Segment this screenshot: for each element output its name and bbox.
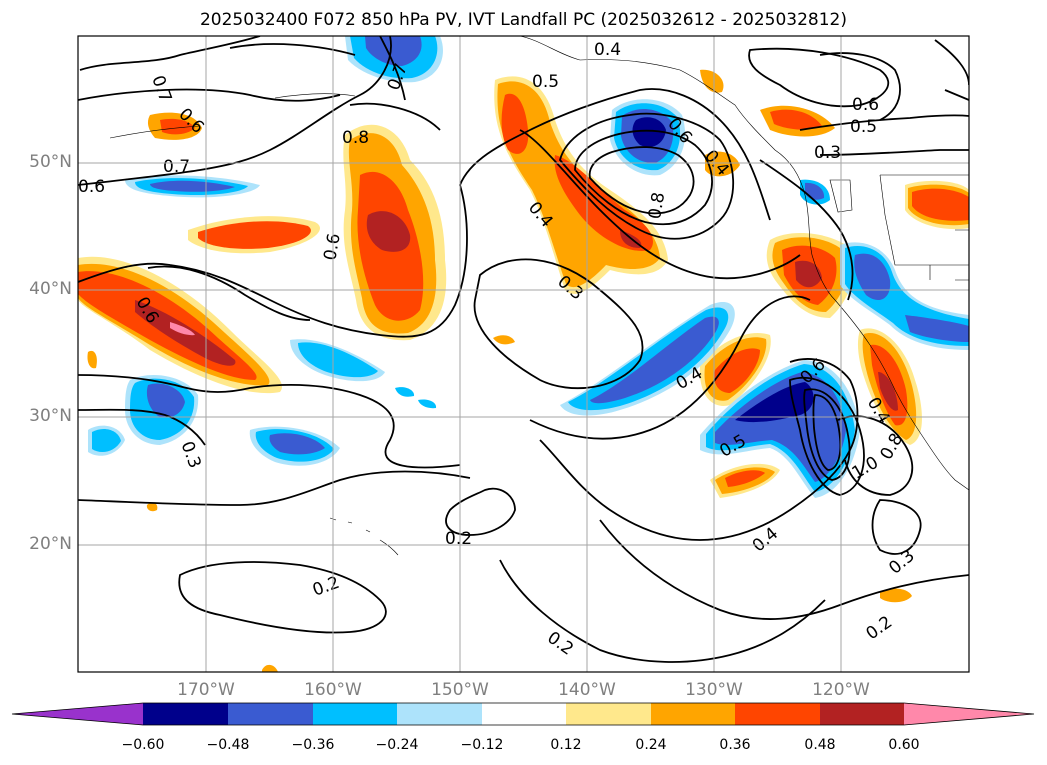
colorbar-swatch [735,703,820,725]
colorbar-tick: 0.12 [550,737,582,753]
colorbar-extend-high [904,703,1034,725]
contour-label: 0.5 [850,117,877,137]
contour-label: 0.2 [862,612,896,644]
lon-label-170w: 170°W [177,680,235,700]
contour-label: 0.7 [163,157,190,177]
positive-anomaly-central [147,112,447,341]
contour-label: 0.2 [543,628,577,660]
lon-label-120w: 120°W [812,680,870,700]
lon-label-150w: 150°W [431,680,489,700]
contour-label: 0.6 [78,177,105,197]
pv-contours [78,36,969,663]
colorbar-tick: −0.48 [206,737,250,753]
contour-label: 0.4 [594,40,621,60]
map-frame [77,35,970,673]
positive-anomaly-west [78,256,282,394]
lat-label-20n: 20°N [29,534,72,554]
contour-label: 0.3 [885,546,919,579]
colorbar-swatch [313,703,397,725]
contour-label: 0.3 [814,143,841,163]
contour-label: 0.8 [645,191,669,221]
colorbar-swatch [228,703,313,725]
shaded-field: 0.7 0.6 0.7 0.6 0.8 0.5 0.4 0.6 0.6 0.7 … [78,36,969,672]
colorbar-swatch [143,703,228,725]
colorbar-swatch [651,703,735,725]
colorbar-tick: −0.36 [291,737,335,753]
contour-label: 0.6 [852,95,879,115]
colorbar [11,702,1035,726]
colorbar-tick: 0.48 [804,737,836,753]
contour-label: 0.5 [532,72,559,92]
colorbar-tick: −0.24 [375,737,419,753]
graticule [78,36,969,672]
colorbar-tick: 0.24 [635,737,667,753]
map-title: 2025032400 F072 850 hPa PV, IVT Landfall… [199,10,847,30]
colorbar-outline [11,702,1035,726]
lon-label-130w: 130°W [685,680,743,700]
colorbar-tick: −0.12 [460,737,504,753]
contour-label: 0.2 [445,529,472,549]
contour-label: 0.2 [310,573,342,601]
lon-label-140w: 140°W [558,680,616,700]
colorbar-swatch [820,703,904,725]
lat-label-40n: 40°N [29,279,72,299]
contour-label: 0.8 [342,128,369,148]
lat-label-30n: 30°N [29,406,72,426]
colorbar-tick: 0.60 [888,737,920,753]
colorbar-extend-low [12,703,143,725]
lon-label-160w: 160°W [304,680,362,700]
colorbar-swatch [482,703,566,725]
colorbar-tick: 0.36 [719,737,751,753]
colorbar-tick: −0.60 [121,737,165,753]
colorbar-swatch [397,703,482,725]
contour-label: 0.7 [147,73,175,105]
coastline [109,36,969,556]
colorbar-swatch [566,703,651,725]
lat-label-50n: 50°N [29,152,72,172]
contour-label: 0.3 [177,439,205,471]
